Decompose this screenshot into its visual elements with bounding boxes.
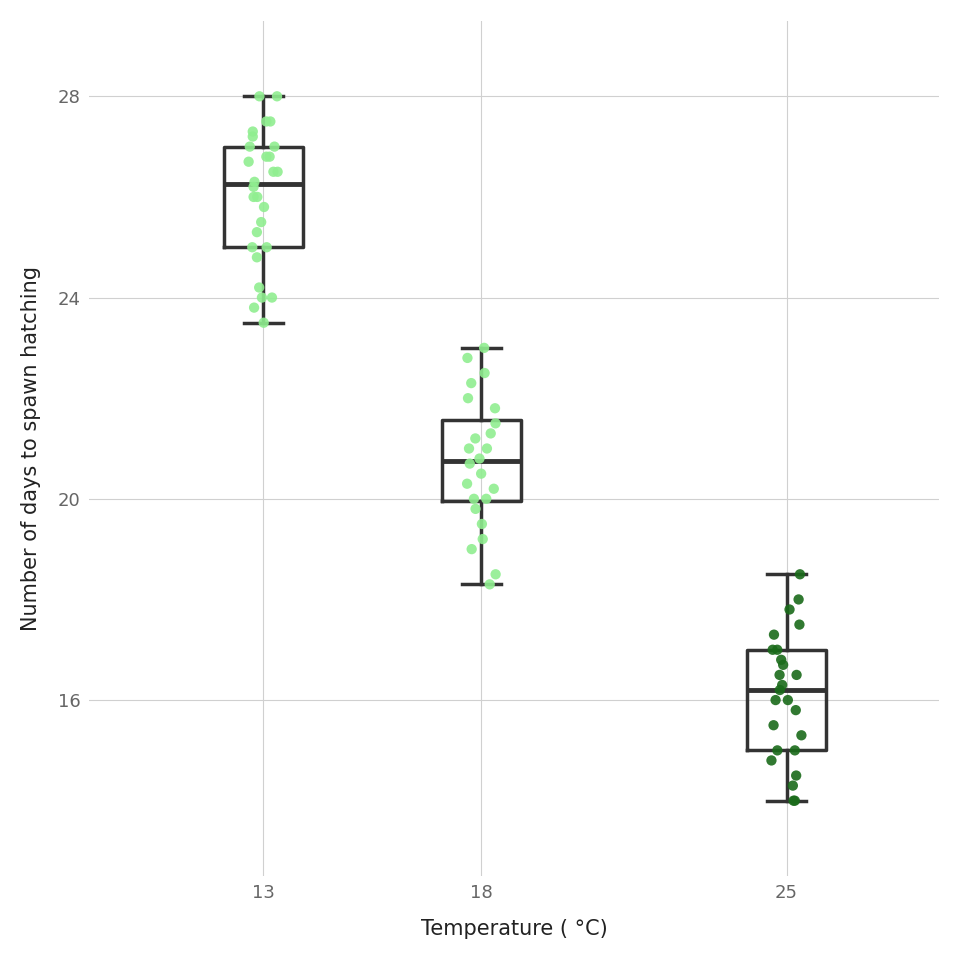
Point <box>461 391 476 406</box>
Point <box>256 200 272 215</box>
Point <box>462 441 477 456</box>
Y-axis label: Number of days to spawn hatching: Number of days to spawn hatching <box>21 266 41 631</box>
Point <box>460 476 475 492</box>
Point <box>474 516 490 532</box>
Point <box>766 717 781 732</box>
Point <box>476 340 492 355</box>
Point <box>776 658 791 673</box>
Point <box>253 214 269 229</box>
Point <box>468 431 483 446</box>
Point <box>764 753 780 768</box>
Point <box>483 425 498 441</box>
Point <box>780 692 796 708</box>
Point <box>788 768 804 783</box>
Point <box>266 164 281 180</box>
Point <box>246 189 261 204</box>
Point <box>267 139 282 155</box>
Point <box>264 290 279 305</box>
Point <box>263 114 278 130</box>
Point <box>770 743 785 758</box>
Point <box>772 667 787 683</box>
Point <box>471 451 487 467</box>
Point <box>250 225 265 240</box>
Point <box>785 778 801 793</box>
Point <box>245 129 260 144</box>
Point <box>473 466 489 481</box>
Point <box>270 164 285 180</box>
Point <box>270 88 285 104</box>
Point <box>252 279 267 295</box>
Point <box>252 88 267 104</box>
Point <box>787 743 803 758</box>
Point <box>479 441 494 456</box>
Point <box>477 366 492 381</box>
Point <box>488 416 503 431</box>
Point <box>246 180 261 195</box>
Point <box>245 240 260 255</box>
Point <box>241 154 256 169</box>
Point <box>788 703 804 718</box>
Point <box>482 577 497 592</box>
Point <box>468 501 483 516</box>
Point <box>791 591 806 607</box>
Point <box>786 793 802 808</box>
Point <box>766 627 781 642</box>
Point <box>770 642 785 658</box>
Point <box>479 492 494 507</box>
Point <box>765 642 780 658</box>
Point <box>781 602 797 617</box>
Point <box>462 456 477 471</box>
Point <box>245 124 260 139</box>
Point <box>464 541 479 557</box>
Point <box>254 290 270 305</box>
Point <box>774 652 789 667</box>
X-axis label: Temperature ( °C): Temperature ( °C) <box>420 919 608 939</box>
Point <box>792 617 807 633</box>
Point <box>488 400 503 416</box>
Point <box>467 492 482 507</box>
Point <box>460 350 475 366</box>
Point <box>250 250 265 265</box>
Point <box>486 481 501 496</box>
Point <box>258 114 274 130</box>
Point <box>772 683 787 698</box>
Point <box>242 139 257 155</box>
Point <box>250 189 265 204</box>
Point <box>262 149 277 164</box>
Point <box>475 532 491 547</box>
Point <box>488 566 503 582</box>
Point <box>247 174 262 189</box>
Point <box>789 667 804 683</box>
Point <box>775 678 790 693</box>
Point <box>768 692 783 708</box>
Point <box>794 728 809 743</box>
Point <box>792 566 807 582</box>
Point <box>258 149 274 164</box>
Point <box>247 300 262 315</box>
Point <box>464 375 479 391</box>
Point <box>787 793 803 808</box>
Point <box>259 240 275 255</box>
Point <box>256 315 272 330</box>
